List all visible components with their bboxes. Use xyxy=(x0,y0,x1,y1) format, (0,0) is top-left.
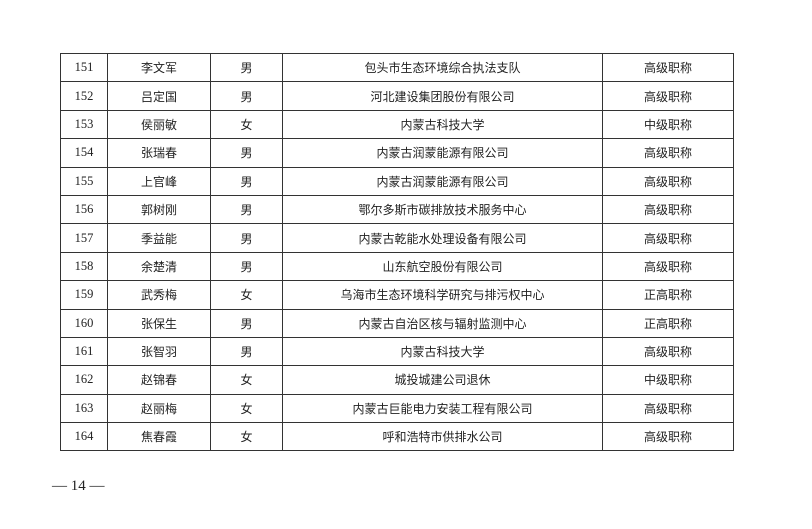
row-number: 153 xyxy=(60,109,108,140)
professional-title: 高级职称 xyxy=(602,81,734,111)
professional-title: 高级职称 xyxy=(602,223,734,253)
gender: 男 xyxy=(210,251,283,282)
row-number: 158 xyxy=(60,251,108,282)
person-name: 赵锦春 xyxy=(107,365,211,395)
gender: 女 xyxy=(210,280,283,310)
row-number: 152 xyxy=(60,81,108,111)
table-row: 163 赵丽梅女内蒙古巨能电力安装工程有限公司 高级职称 xyxy=(60,393,734,424)
person-name: 张智羽 xyxy=(107,336,211,367)
row-number: 161 xyxy=(60,336,108,367)
gender: 女 xyxy=(210,422,283,452)
gender: 男 xyxy=(210,223,283,253)
table-row: 155 上官峰男内蒙古润蒙能源有限公司 高级职称 xyxy=(60,166,734,196)
table-row: 159 武秀梅女乌海市生态环境科学研究与排污权中心 正高职称 xyxy=(60,280,734,310)
gender: 男 xyxy=(210,52,283,83)
professional-title: 高级职称 xyxy=(602,194,734,225)
work-unit: 内蒙古巨能电力安装工程有限公司 xyxy=(282,393,603,424)
gender: 男 xyxy=(210,81,283,111)
professional-title: 正高职称 xyxy=(602,280,734,310)
page-number: — 14 — xyxy=(52,478,105,494)
table-row: 156 郭树刚男鄂尔多斯市碳排放技术服务中心 高级职称 xyxy=(60,194,734,225)
row-number: 156 xyxy=(60,194,108,225)
professional-title: 中级职称 xyxy=(602,109,734,140)
work-unit: 内蒙古自治区核与辐射监测中心 xyxy=(282,308,603,338)
person-name: 郭树刚 xyxy=(107,194,211,225)
gender: 男 xyxy=(210,308,283,338)
row-number: 151 xyxy=(60,52,108,83)
table-row: 157 季益能男内蒙古乾能水处理设备有限公司 高级职称 xyxy=(60,223,734,253)
professional-title: 高级职称 xyxy=(602,52,734,83)
row-number: 159 xyxy=(60,280,108,310)
gender: 男 xyxy=(210,138,283,168)
professional-title: 高级职称 xyxy=(602,336,734,367)
row-number: 162 xyxy=(60,365,108,395)
row-number: 164 xyxy=(60,422,108,452)
work-unit: 山东航空股份有限公司 xyxy=(282,251,603,282)
person-name: 上官峰 xyxy=(107,166,211,196)
professional-title: 中级职称 xyxy=(602,365,734,395)
person-name: 武秀梅 xyxy=(107,280,211,310)
work-unit: 包头市生态环境综合执法支队 xyxy=(282,52,603,83)
row-number: 155 xyxy=(60,166,108,196)
person-name: 侯丽敏 xyxy=(107,109,211,140)
row-number: 160 xyxy=(60,308,108,338)
row-number: 163 xyxy=(60,393,108,424)
person-name: 焦春霞 xyxy=(107,422,211,452)
row-number: 157 xyxy=(60,223,108,253)
work-unit: 乌海市生态环境科学研究与排污权中心 xyxy=(282,280,603,310)
gender: 女 xyxy=(210,109,283,140)
table-row: 160 张保生男内蒙古自治区核与辐射监测中心 正高职称 xyxy=(60,308,734,338)
person-name: 张保生 xyxy=(107,308,211,338)
professional-title: 高级职称 xyxy=(602,166,734,196)
table-row: 162 赵锦春女城投城建公司退休 中级职称 xyxy=(60,365,734,395)
professional-title: 高级职称 xyxy=(602,422,734,452)
professional-title: 高级职称 xyxy=(602,393,734,424)
work-unit: 城投城建公司退休 xyxy=(282,365,603,395)
table-row: 161 张智羽男内蒙古科技大学 高级职称 xyxy=(60,336,734,367)
person-name: 张瑞春 xyxy=(107,138,211,168)
table-row: 151 李文军男包头市生态环境综合执法支队 高级职称 xyxy=(60,52,734,83)
table-row: 154 张瑞春男内蒙古润蒙能源有限公司 高级职称 xyxy=(60,138,734,168)
work-unit: 内蒙古润蒙能源有限公司 xyxy=(282,138,603,168)
personnel-table: 151 李文军男包头市生态环境综合执法支队 高级职称 152 吕定国男河北建设集团股份有… xyxy=(60,52,734,452)
table-row: 152 吕定国男河北建设集团股份有限公司 高级职称 xyxy=(60,81,734,111)
person-name: 余楚清 xyxy=(107,251,211,282)
professional-title: 高级职称 xyxy=(602,251,734,282)
gender: 男 xyxy=(210,194,283,225)
person-name: 季益能 xyxy=(107,223,211,253)
person-name: 吕定国 xyxy=(107,81,211,111)
row-number: 154 xyxy=(60,138,108,168)
work-unit: 鄂尔多斯市碳排放技术服务中心 xyxy=(282,194,603,225)
table-row: 164 焦春霞女呼和浩特市供排水公司 高级职称 xyxy=(60,422,734,452)
gender: 男 xyxy=(210,336,283,367)
table-row: 153 侯丽敏女内蒙古科技大学 中级职称 xyxy=(60,109,734,140)
work-unit: 内蒙古润蒙能源有限公司 xyxy=(282,166,603,196)
table-row: 158 余楚清男山东航空股份有限公司 高级职称 xyxy=(60,251,734,282)
professional-title: 正高职称 xyxy=(602,308,734,338)
gender: 男 xyxy=(210,166,283,196)
work-unit: 呼和浩特市供排水公司 xyxy=(282,422,603,452)
gender: 女 xyxy=(210,393,283,424)
gender: 女 xyxy=(210,365,283,395)
person-name: 赵丽梅 xyxy=(107,393,211,424)
work-unit: 河北建设集团股份有限公司 xyxy=(282,81,603,111)
work-unit: 内蒙古科技大学 xyxy=(282,336,603,367)
professional-title: 高级职称 xyxy=(602,138,734,168)
person-name: 李文军 xyxy=(107,52,211,83)
work-unit: 内蒙古科技大学 xyxy=(282,109,603,140)
work-unit: 内蒙古乾能水处理设备有限公司 xyxy=(282,223,603,253)
